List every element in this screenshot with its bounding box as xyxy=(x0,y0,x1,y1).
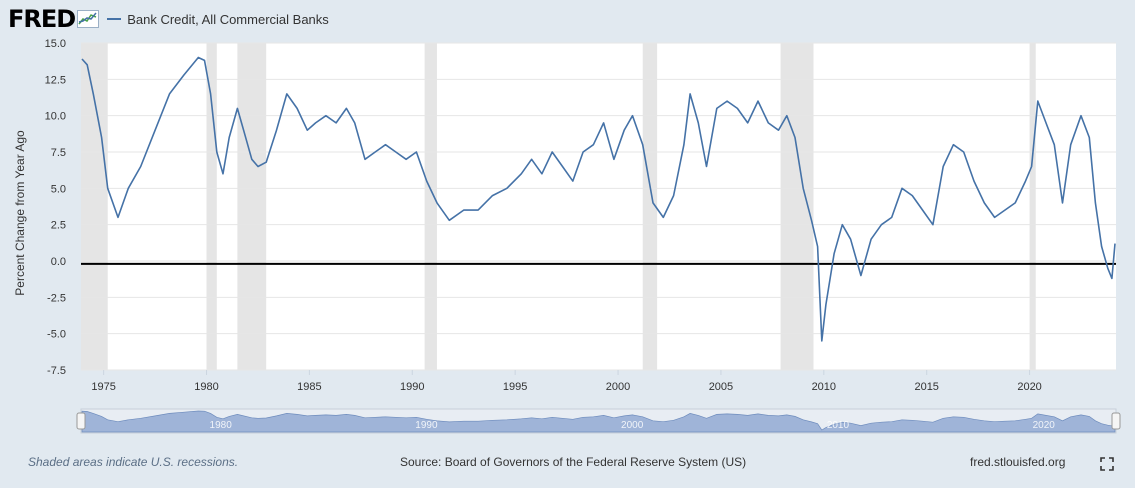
y-tick-label: 15.0 xyxy=(45,38,66,50)
x-tick-label: 1980 xyxy=(194,381,218,393)
recession-band xyxy=(237,43,267,370)
y-tick-label: -7.5 xyxy=(47,365,66,377)
x-tick-label: 2010 xyxy=(812,381,836,393)
y-tick-label: 2.5 xyxy=(51,220,66,232)
recession-band xyxy=(642,43,658,370)
x-tick-label: 2000 xyxy=(606,381,630,393)
navigator-year-label: 1980 xyxy=(210,420,233,431)
y-tick-label: 12.5 xyxy=(45,74,66,86)
y-tick-label: 10.0 xyxy=(45,111,66,123)
y-axis-label: Percent Change from Year Ago xyxy=(13,130,27,296)
recession-band xyxy=(206,43,217,370)
y-tick-label: 0.0 xyxy=(51,256,66,268)
navigator-year-label: 2020 xyxy=(1033,420,1056,431)
navigator-year-labels: 1980 1990 2000 2010 2020 xyxy=(210,420,1056,431)
legend-label: Bank Credit, All Commercial Banks xyxy=(127,11,329,27)
x-tick-label: 2005 xyxy=(709,381,733,393)
recession-band xyxy=(1029,43,1036,370)
gridlines xyxy=(81,42,1116,371)
y-tick-label: -2.5 xyxy=(47,292,66,304)
y-tick-label: -5.0 xyxy=(47,329,66,341)
chart-header: FRED Bank Credit, All Commercial Banks xyxy=(8,5,329,33)
navigator[interactable]: 1980 1990 2000 2010 2020 xyxy=(76,408,1121,434)
x-tick-label: 1975 xyxy=(91,381,115,393)
navigator-year-label: 2010 xyxy=(827,420,850,431)
fred-chart-icon xyxy=(77,10,100,28)
source-text: Source: Board of Governors of the Federa… xyxy=(400,455,747,469)
site-link[interactable]: fred.stlouisfed.org xyxy=(970,455,1066,469)
y-tick-label: 5.0 xyxy=(51,183,66,195)
legend-swatch xyxy=(107,18,122,20)
navigator-year-label: 1990 xyxy=(415,420,438,431)
navigator-left-handle[interactable] xyxy=(76,412,86,430)
fullscreen-icon[interactable] xyxy=(1100,457,1114,471)
x-tick-label: 1985 xyxy=(297,381,321,393)
chart-legend: Bank Credit, All Commercial Banks xyxy=(107,12,329,27)
series-line-bank-credit xyxy=(81,56,1116,342)
chart: 15.0 12.5 10.0 7.5 5.0 2.5 0.0 -2.5 -5.0 -7.5 197… xyxy=(13,38,1121,434)
y-axis-ticks: 15.0 12.5 10.0 7.5 5.0 2.5 0.0 -2.5 -5.0 -7.5 xyxy=(45,38,66,377)
fred-logo[interactable]: FRED xyxy=(8,5,100,33)
recession-band xyxy=(424,43,437,370)
navigator-year-label: 2000 xyxy=(621,420,644,431)
x-tick-label: 1995 xyxy=(503,381,527,393)
x-tick-label: 2020 xyxy=(1017,381,1041,393)
x-tick-label: 2015 xyxy=(914,381,938,393)
y-tick-label: 7.5 xyxy=(51,147,66,159)
recession-note: Shaded areas indicate U.S. recessions. xyxy=(28,455,239,469)
navigator-area xyxy=(81,410,1116,433)
x-axis-ticks: 1975 1980 1985 1990 1995 2000 2005 2010 2015 2020 xyxy=(91,370,1042,393)
plot-background xyxy=(81,43,1116,370)
recession-band xyxy=(81,43,108,370)
x-tick-label: 1990 xyxy=(400,381,424,393)
fred-logo-text: FRED xyxy=(8,5,76,33)
navigator-right-handle[interactable] xyxy=(1111,412,1121,430)
